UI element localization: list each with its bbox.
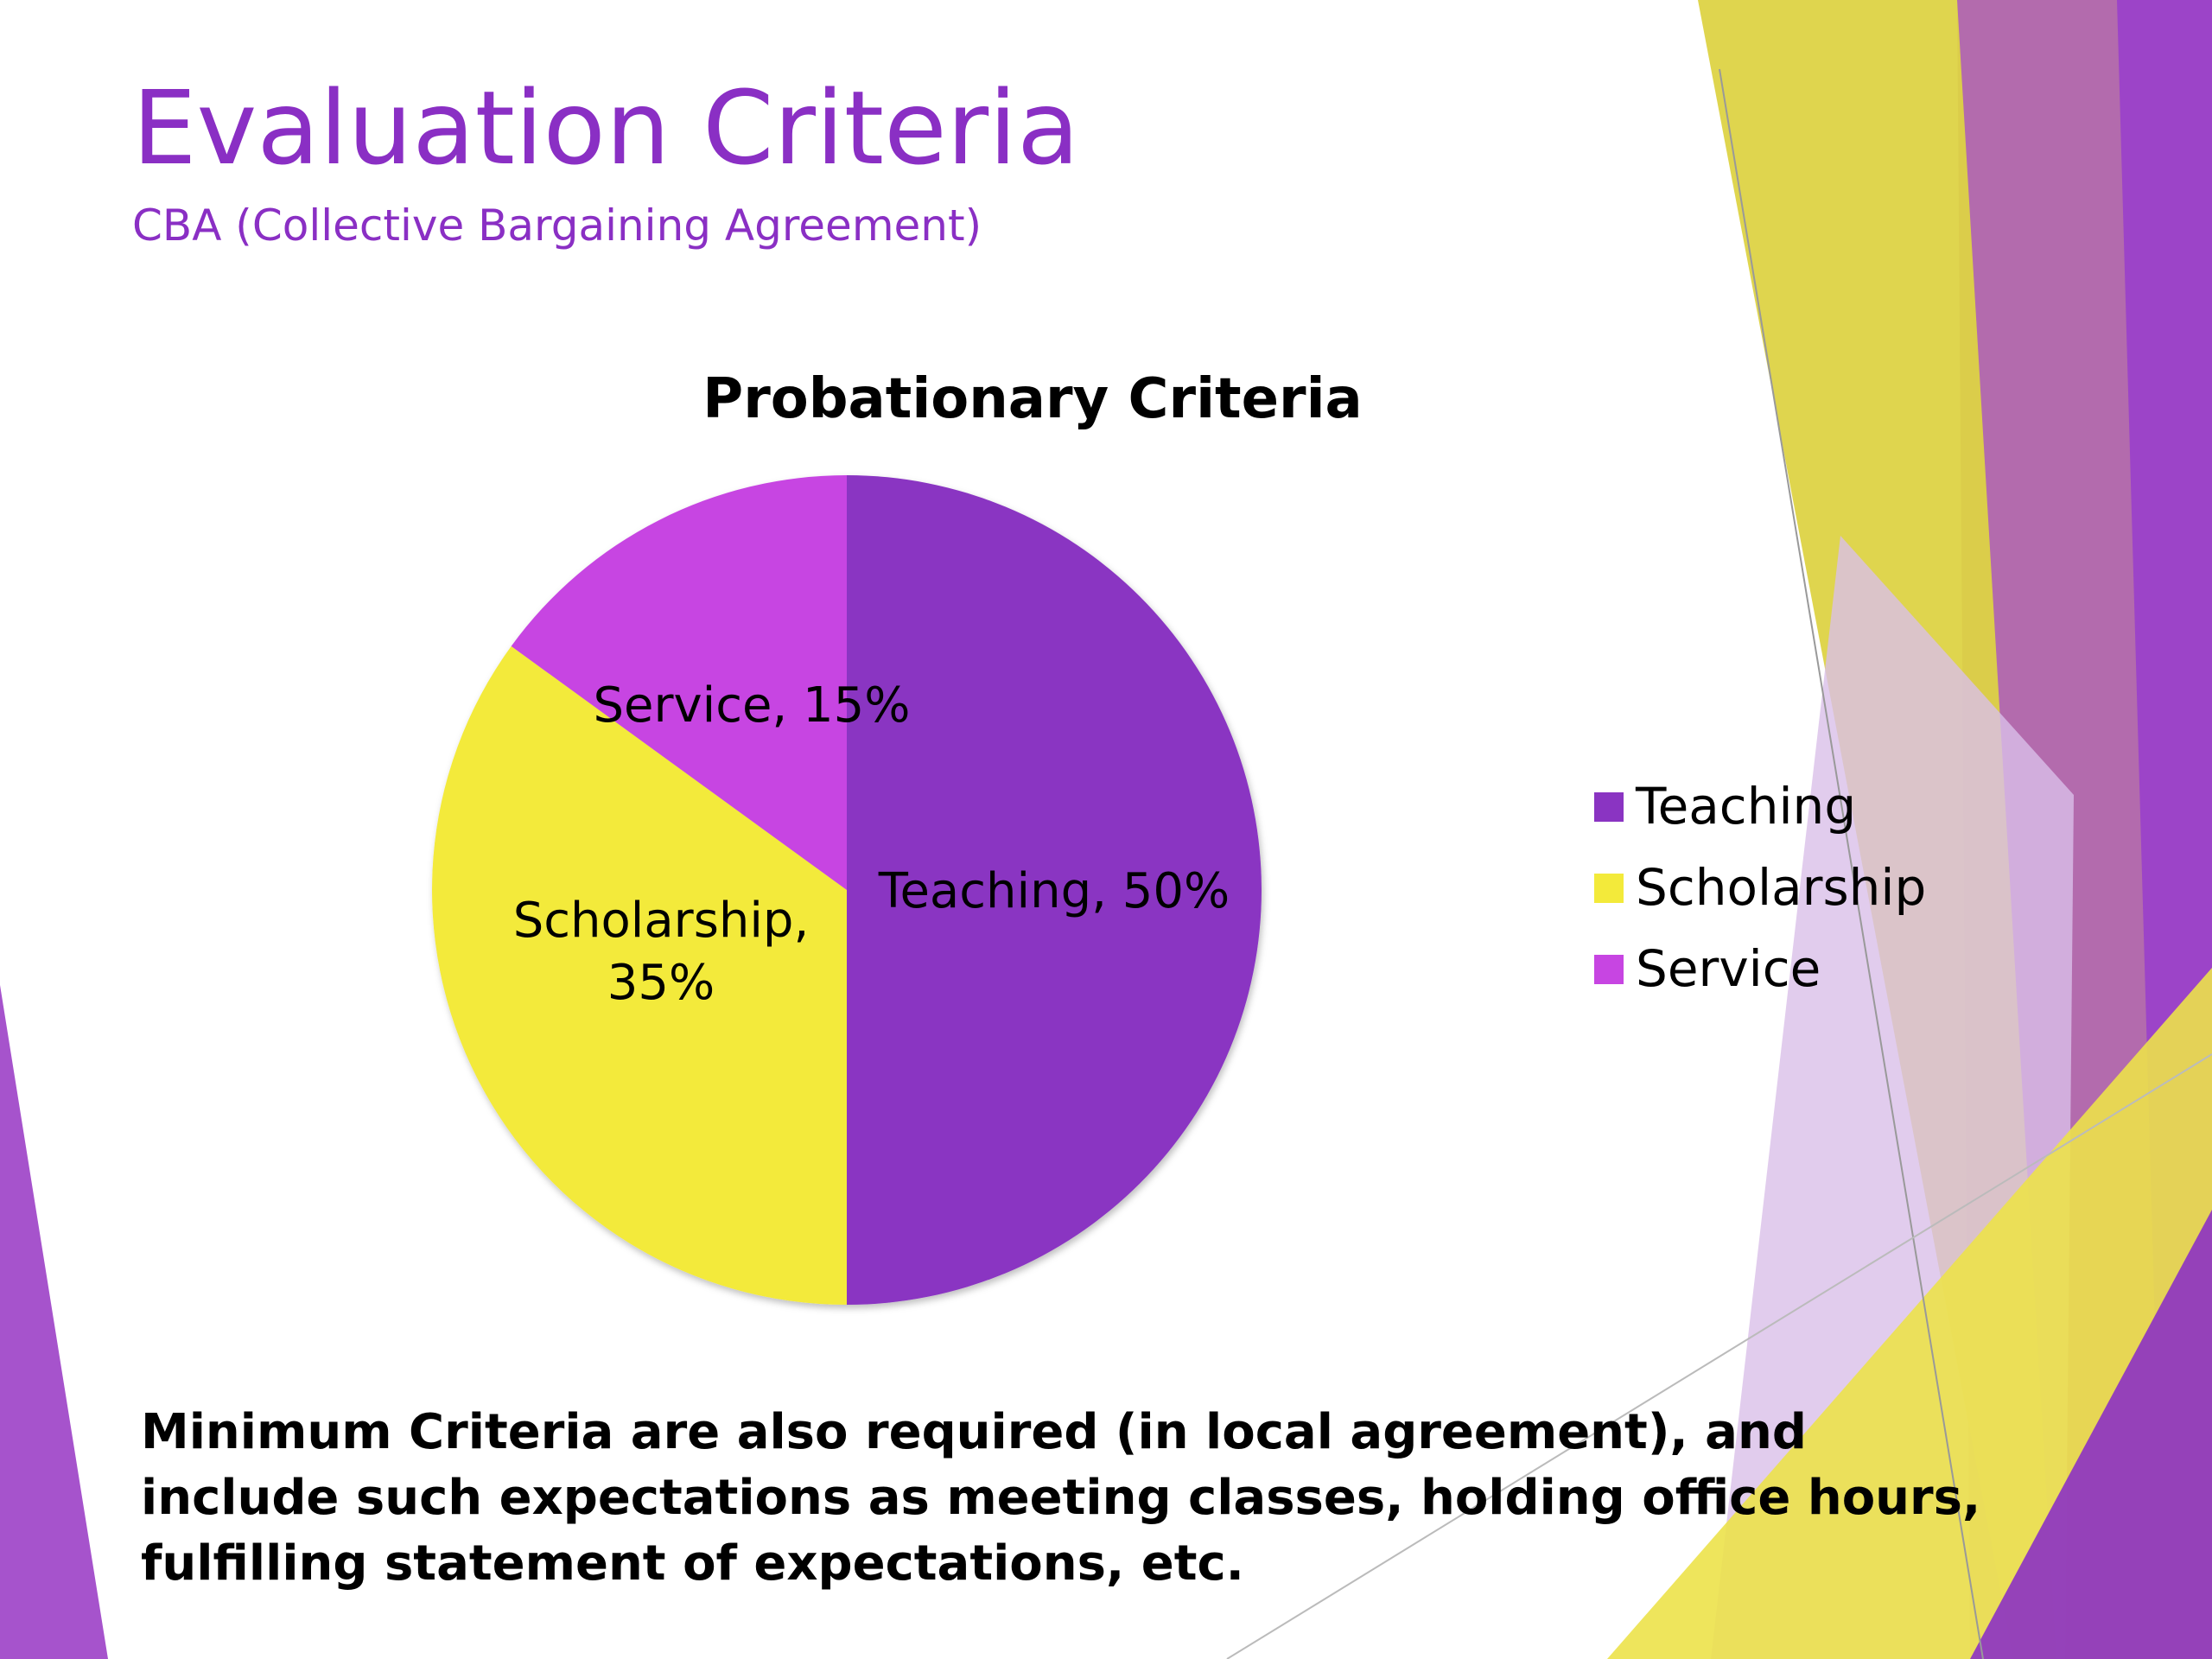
left-purple-band xyxy=(0,985,108,1659)
page-title: Evaluation Criteria xyxy=(132,68,1080,188)
page-subtitle: CBA (Collective Bargaining Agreement) xyxy=(132,200,982,251)
thin-crossing-line xyxy=(1226,1053,2212,1659)
minimum-criteria-note: Minimum Criteria are also required (in l… xyxy=(141,1404,1981,1592)
pie-slice-scholarship xyxy=(431,645,847,1305)
legend-label-teaching: Teaching xyxy=(1635,777,1856,836)
legend-swatch-service xyxy=(1594,955,1624,984)
data-label-teaching: Teaching, 50% xyxy=(878,863,1230,919)
pie-slice-teaching xyxy=(847,475,1262,1305)
thin-diagonal-line xyxy=(1719,68,1984,1659)
pie-slice-service xyxy=(511,475,847,890)
legend-label-scholarship: Scholarship xyxy=(1636,858,1926,917)
legend-swatch-teaching xyxy=(1594,792,1624,822)
data-label-scholarship-line2: 35% xyxy=(607,955,715,1011)
bottom-yellow-wedge xyxy=(1607,968,2212,1659)
chart-title: Probationary Criteria xyxy=(702,367,1362,431)
bottom-purple-wedge xyxy=(1970,1210,2212,1659)
data-label-service: Service, 15% xyxy=(593,677,910,734)
legend-swatch-scholarship xyxy=(1594,874,1624,903)
data-label-scholarship-line1: Scholarship, xyxy=(513,893,810,949)
legend-label-service: Service xyxy=(1636,939,1821,998)
chart-legend: Teaching Scholarship Service xyxy=(1594,777,1926,998)
